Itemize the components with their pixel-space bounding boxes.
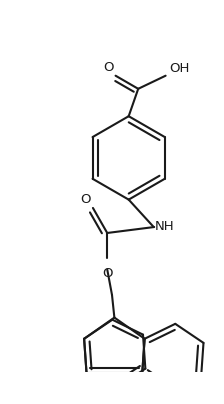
Text: O: O (104, 61, 114, 74)
Text: O: O (102, 267, 112, 280)
Text: OH: OH (169, 61, 190, 74)
Text: O: O (81, 193, 91, 206)
Text: NH: NH (155, 220, 174, 233)
